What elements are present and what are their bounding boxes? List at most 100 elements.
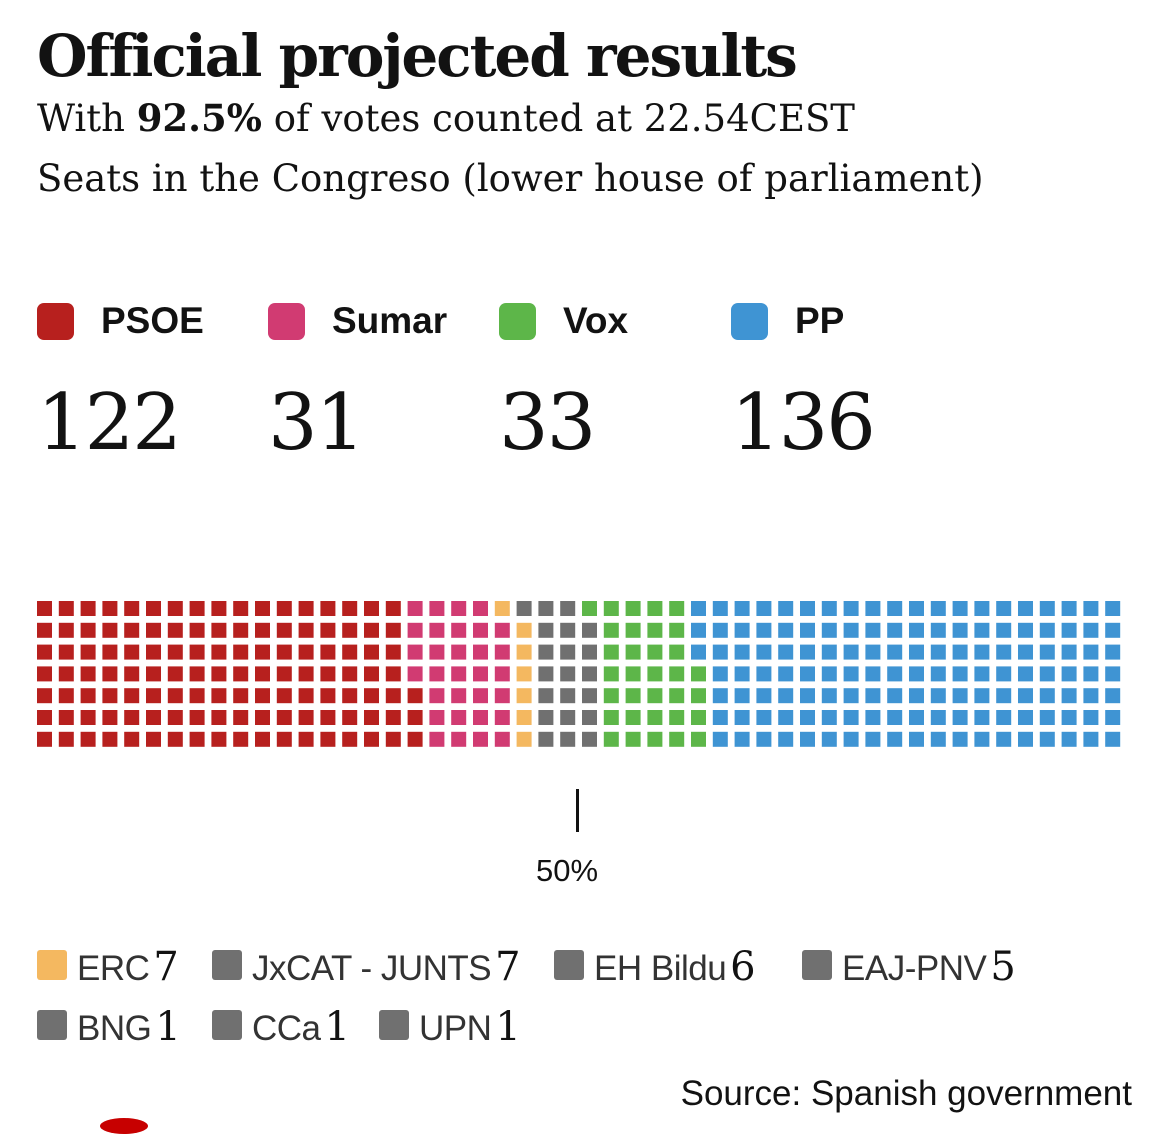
seat-vox	[647, 601, 663, 616]
seat-sumar	[429, 644, 445, 660]
legend-text: JxCAT - JUNTS 7	[252, 944, 521, 990]
seat-vox	[625, 601, 641, 616]
seat-pp	[930, 731, 946, 747]
seat-sumar	[407, 666, 423, 682]
seat-psoe	[255, 710, 270, 725]
party-seats: 122	[37, 378, 182, 468]
seat-pp	[734, 710, 750, 725]
seat-psoe	[189, 601, 205, 616]
seat-pp	[1105, 644, 1121, 660]
legend-swatch	[554, 950, 584, 980]
seat-pp	[1018, 622, 1033, 638]
seat-pp	[1105, 601, 1121, 616]
party-name: Vox	[563, 300, 629, 341]
seat-pp	[952, 601, 968, 616]
seat-erc	[516, 688, 532, 704]
seat-psoe	[37, 688, 52, 704]
seat-erc	[516, 731, 532, 747]
seat-psoe	[385, 666, 401, 682]
seat-sumar	[473, 666, 488, 682]
seat-psoe	[80, 601, 96, 616]
brand-logo-fragment	[100, 1118, 148, 1134]
seat-erc	[494, 601, 510, 616]
seat-psoe	[298, 622, 314, 638]
seat-sumar	[494, 644, 510, 660]
legend-text: UPN 1	[419, 1004, 521, 1050]
seat-psoe	[233, 666, 249, 682]
seat-sumar	[494, 731, 510, 747]
seat-pp	[1039, 622, 1055, 638]
seat-psoe	[189, 710, 205, 725]
seat-psoe	[342, 622, 358, 638]
seat-vox	[603, 731, 619, 747]
seat-pp	[952, 731, 968, 747]
seat-vox	[625, 644, 641, 660]
seat-eh-bildu	[538, 601, 554, 616]
seat-psoe	[146, 622, 161, 638]
seat-psoe	[233, 601, 249, 616]
seat-eh-bildu	[560, 731, 576, 747]
seat-sumar	[473, 601, 488, 616]
seat-pp	[952, 644, 968, 660]
seat-psoe	[211, 601, 227, 616]
seat-eaj-pnv	[560, 601, 576, 616]
seat-vox	[669, 688, 685, 704]
seat-pp	[778, 644, 794, 660]
seat-psoe	[233, 644, 249, 660]
seat-psoe	[233, 731, 249, 747]
seat-pp	[756, 601, 772, 616]
seat-psoe	[189, 731, 205, 747]
party-seats: 33	[499, 378, 596, 468]
seat-jxcat-junts	[516, 601, 532, 616]
seat-psoe	[124, 731, 140, 747]
source-note: Source: Spanish government	[680, 1074, 1132, 1113]
seat-pp	[843, 688, 859, 704]
seat-pp	[865, 731, 881, 747]
seat-pp	[1061, 710, 1077, 725]
legend-name: BNG	[77, 1009, 152, 1048]
seat-pp	[952, 688, 968, 704]
seat-pp	[1061, 644, 1077, 660]
party-name: PP	[795, 300, 845, 341]
seat-psoe	[276, 601, 292, 616]
seat-upn	[582, 622, 597, 638]
seat-sumar	[494, 688, 510, 704]
seat-pp	[821, 601, 837, 616]
seat-vox	[669, 710, 685, 725]
seat-vox	[647, 710, 663, 725]
seat-sumar	[473, 731, 488, 747]
seat-erc	[516, 666, 532, 682]
seat-psoe	[211, 622, 227, 638]
seat-vox	[582, 601, 597, 616]
seat-psoe	[320, 666, 336, 682]
seat-psoe	[342, 601, 358, 616]
legend-name: EAJ-PNV	[842, 949, 987, 988]
seat-psoe	[255, 601, 270, 616]
seat-pp	[800, 644, 815, 660]
seat-pp	[843, 666, 859, 682]
party-swatch	[499, 303, 536, 340]
seat-sumar	[451, 688, 467, 704]
seat-pp	[996, 731, 1012, 747]
seat-vox	[603, 644, 619, 660]
seat-eaj-pnv	[582, 710, 597, 725]
seat-sumar	[451, 644, 467, 660]
seat-psoe	[255, 622, 270, 638]
seat-psoe	[189, 688, 205, 704]
party-swatch	[37, 303, 74, 340]
seat-psoe	[102, 644, 118, 660]
seat-pp	[1061, 601, 1077, 616]
majority-marker	[576, 789, 579, 832]
seat-pp	[1105, 666, 1121, 682]
legend-text: CCa 1	[252, 1004, 350, 1050]
seat-psoe	[189, 666, 205, 682]
seat-bng	[582, 666, 597, 682]
seat-psoe	[124, 666, 140, 682]
seat-pp	[974, 710, 990, 725]
seat-vox	[603, 601, 619, 616]
seat-vox	[603, 622, 619, 638]
chart-subtitle: With 92.5% of votes counted at 22.54CEST	[37, 96, 855, 140]
seat-pp	[996, 688, 1012, 704]
seat-psoe	[124, 644, 140, 660]
seat-pp	[1039, 731, 1055, 747]
